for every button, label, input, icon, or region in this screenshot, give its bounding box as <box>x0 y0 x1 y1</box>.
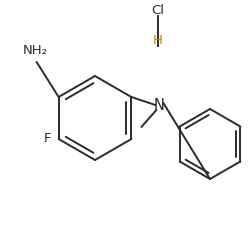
Text: Cl: Cl <box>151 4 164 17</box>
Text: N: N <box>153 97 164 113</box>
Text: NH₂: NH₂ <box>23 44 48 57</box>
Text: H: H <box>152 34 162 46</box>
Text: F: F <box>44 132 51 146</box>
